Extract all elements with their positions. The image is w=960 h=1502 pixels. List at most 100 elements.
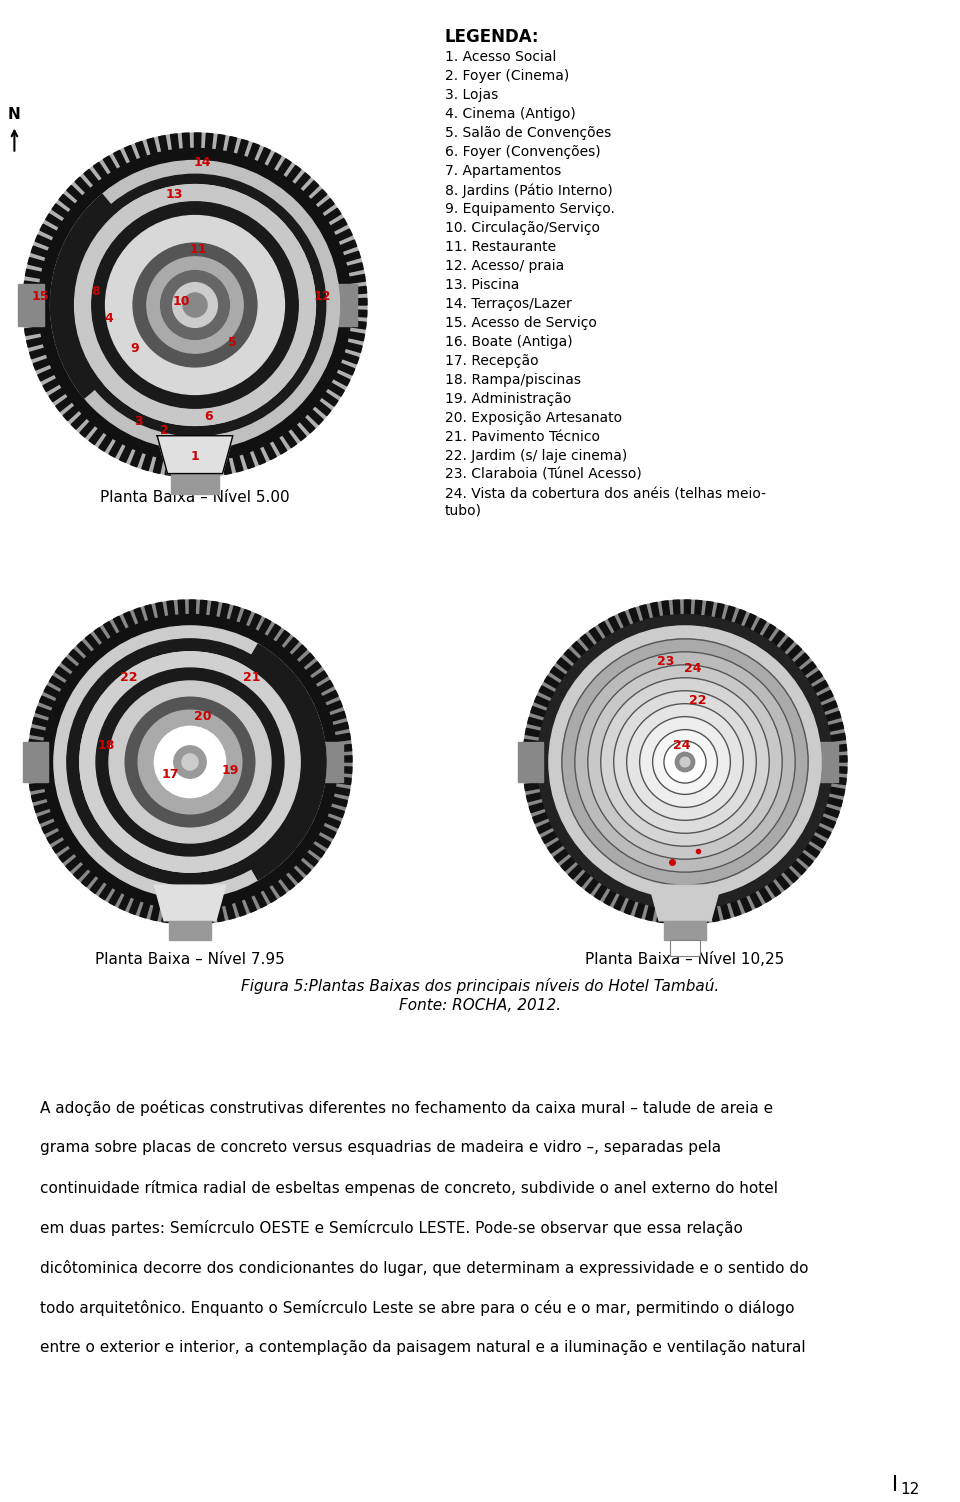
Circle shape [183,293,207,317]
Wedge shape [56,667,71,680]
Wedge shape [337,756,352,762]
FancyBboxPatch shape [813,742,837,781]
Wedge shape [776,874,789,889]
Circle shape [23,134,367,478]
Wedge shape [348,332,365,341]
Circle shape [28,599,352,924]
Wedge shape [524,783,540,790]
Wedge shape [37,813,54,823]
Wedge shape [60,194,75,209]
Wedge shape [56,397,72,412]
Wedge shape [201,461,207,478]
Wedge shape [639,605,649,620]
Wedge shape [43,379,60,392]
Wedge shape [113,150,127,167]
Wedge shape [35,802,50,813]
Wedge shape [140,903,150,918]
Wedge shape [37,368,55,382]
Circle shape [109,680,271,843]
Text: N: N [8,107,21,122]
Text: 19: 19 [222,763,239,777]
Wedge shape [120,446,132,463]
Wedge shape [94,628,108,643]
Wedge shape [307,410,324,425]
Wedge shape [51,194,195,398]
Wedge shape [827,798,842,807]
Wedge shape [286,165,300,182]
Circle shape [173,282,217,327]
Circle shape [538,614,832,909]
Wedge shape [535,695,550,707]
Text: 21. Pavimento Técnico: 21. Pavimento Técnico [445,430,600,445]
Wedge shape [825,712,841,721]
Wedge shape [791,861,805,874]
Text: 22: 22 [689,694,707,707]
Wedge shape [794,653,809,667]
Text: A adoção de poéticas construtivas diferentes no fechamento da caixa mural – talu: A adoção de poéticas construtivas difere… [40,1099,773,1116]
Wedge shape [831,777,846,784]
Wedge shape [47,831,62,844]
Wedge shape [222,458,231,475]
Wedge shape [245,897,256,912]
Wedge shape [322,392,338,406]
Wedge shape [59,849,74,862]
Wedge shape [334,787,349,796]
Polygon shape [670,940,700,957]
Wedge shape [184,909,191,924]
Wedge shape [810,835,826,847]
Circle shape [174,746,206,778]
Wedge shape [340,240,356,251]
Text: 4: 4 [105,312,113,326]
Wedge shape [822,701,837,712]
Circle shape [38,149,351,461]
Wedge shape [346,342,362,353]
Wedge shape [200,601,207,616]
Wedge shape [824,807,839,817]
Wedge shape [767,882,780,897]
Wedge shape [350,287,367,294]
Wedge shape [300,418,315,433]
Text: 20: 20 [194,710,212,722]
Wedge shape [233,455,243,472]
Wedge shape [250,614,261,629]
Wedge shape [32,246,48,257]
Wedge shape [311,189,326,204]
Text: 8: 8 [91,285,100,297]
Wedge shape [264,886,276,903]
Wedge shape [109,889,121,906]
Wedge shape [758,886,771,903]
Circle shape [75,185,316,425]
Wedge shape [89,428,104,445]
Wedge shape [25,327,41,335]
Wedge shape [701,907,708,924]
Wedge shape [134,608,144,623]
Circle shape [80,652,300,873]
Wedge shape [230,607,240,622]
Wedge shape [599,622,612,637]
Wedge shape [318,680,333,692]
Wedge shape [347,263,363,272]
Wedge shape [306,662,321,676]
Wedge shape [350,321,366,329]
FancyBboxPatch shape [318,742,343,781]
Wedge shape [77,641,91,656]
Wedge shape [295,173,310,189]
Wedge shape [351,299,367,305]
FancyBboxPatch shape [330,284,357,326]
Wedge shape [171,134,179,150]
Text: dicôtominica decorre dos condicionantes do lugar, que determinam a expressividad: dicôtominica decorre dos condicionantes … [40,1260,808,1277]
Wedge shape [93,162,108,179]
Text: 17: 17 [162,769,180,781]
Text: 13: 13 [166,188,183,201]
Circle shape [133,243,257,366]
Circle shape [680,757,690,768]
Wedge shape [34,359,50,369]
Wedge shape [67,186,83,201]
Wedge shape [629,608,639,623]
Wedge shape [151,906,160,921]
Wedge shape [104,622,116,637]
Wedge shape [194,134,201,149]
Text: em duas partes: Semícrculo OESTE e Semícrculo LESTE. Pode-se observar que essa r: em duas partes: Semícrculo OESTE e Semíc… [40,1220,743,1236]
Circle shape [75,185,316,425]
Wedge shape [550,667,565,680]
